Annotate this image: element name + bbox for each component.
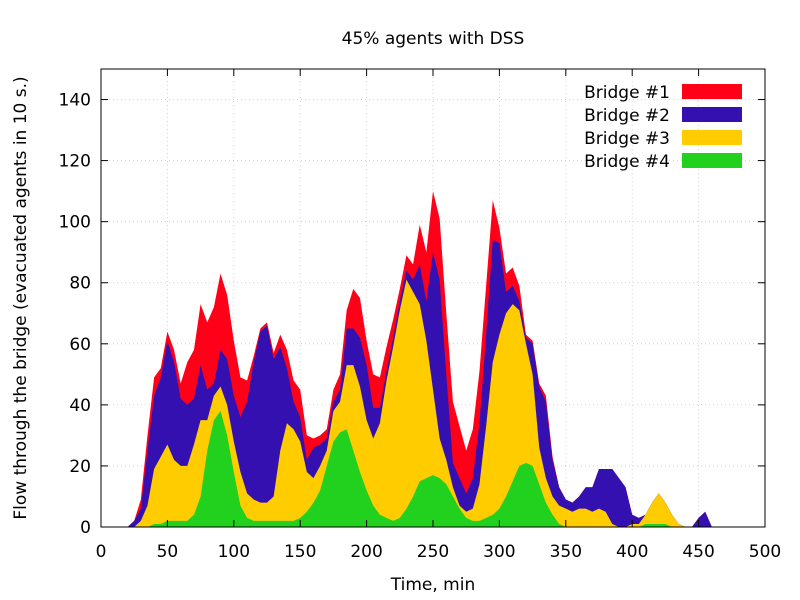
legend-swatch (682, 107, 742, 122)
legend-swatch (682, 153, 742, 168)
y-tick-label: 120 (59, 152, 91, 172)
y-tick-label: 60 (69, 335, 91, 355)
x-tick-label: 250 (417, 542, 449, 562)
x-tick-label: 500 (749, 542, 781, 562)
legend-label: Bridge #4 (584, 152, 670, 172)
y-axis-title: Flow through the bridge (evacuated agent… (11, 76, 31, 519)
y-tick-label: 40 (69, 396, 91, 416)
x-tick-label: 300 (483, 542, 515, 562)
legend-swatch (682, 84, 742, 99)
x-tick-label: 200 (350, 542, 382, 562)
legend-label: Bridge #1 (584, 83, 670, 103)
y-tick-label: 20 (69, 457, 91, 477)
chart-title: 45% agents with DSS (342, 29, 525, 49)
area-series-layer (101, 191, 712, 528)
area-bridge-3 (101, 279, 712, 527)
x-axis-title: Time, min (390, 575, 475, 595)
y-tick-label: 0 (80, 518, 91, 538)
x-tick-label: 150 (284, 542, 316, 562)
x-tick-label: 400 (616, 542, 648, 562)
y-tick-label: 80 (69, 274, 91, 294)
legend-label: Bridge #2 (584, 106, 670, 126)
ticks: 0 50 100 150 200 250 300 350 400 450 500 0 20 40 60 80 1… (59, 69, 781, 562)
x-tick-label: 100 (218, 542, 250, 562)
y-tick-label: 100 (59, 213, 91, 233)
y-tick-label: 140 (59, 91, 91, 111)
x-tick-label: 0 (96, 542, 107, 562)
legend: Bridge #1 Bridge #2 Bridge #3 Bridge #4 (584, 83, 742, 172)
x-tick-label: 450 (682, 542, 714, 562)
x-tick-label: 350 (550, 542, 582, 562)
legend-label: Bridge #3 (584, 129, 670, 149)
legend-swatch (682, 130, 742, 145)
area-bridge-4 (101, 410, 712, 527)
x-tick-label: 50 (157, 542, 179, 562)
